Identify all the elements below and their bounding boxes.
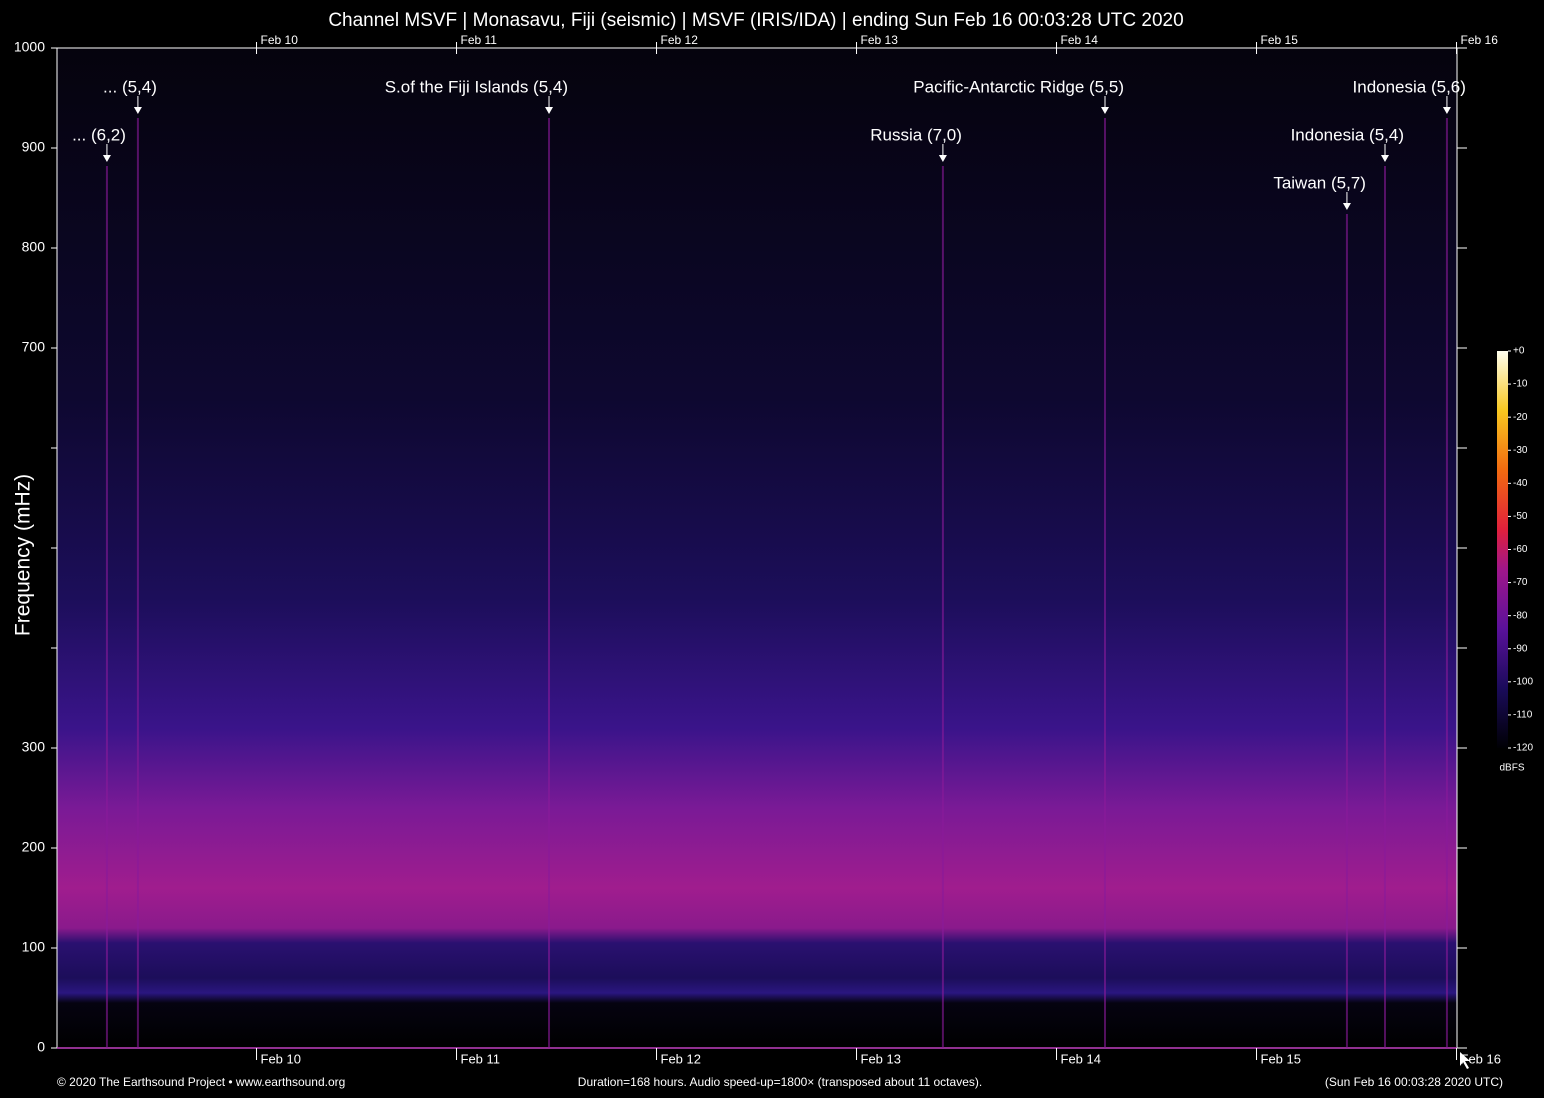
cursor	[1460, 1052, 1470, 1069]
x-tick-label: Feb 16	[1461, 1051, 1501, 1066]
y-tick-label: 900	[22, 139, 46, 155]
colorbar-label: dBFS	[1499, 763, 1524, 774]
colorbar-tick-label: -90	[1513, 643, 1528, 654]
annotation-arrowhead	[1100, 107, 1109, 114]
colorbar-tick-label: -70	[1513, 577, 1528, 588]
colorbar-tick-label: -40	[1513, 478, 1528, 489]
annotation-arrowhead	[1342, 203, 1351, 210]
colorbar-tick-label: -10	[1513, 379, 1528, 390]
y-tick-label: 800	[22, 239, 46, 255]
annotation-label: Pacific-Antarctic Ridge (5,5)	[913, 77, 1124, 96]
x-tick-label-top: Feb 11	[461, 33, 498, 47]
x-tick-label-top: Feb 16	[1461, 33, 1499, 47]
annotation-label: Indonesia (5,6)	[1353, 77, 1466, 96]
colorbar-tick-label: -60	[1513, 544, 1528, 555]
annotation-label: Russia (7,0)	[870, 125, 962, 144]
x-tick-label: Feb 13	[861, 1051, 901, 1066]
annotation-label: ... (6,2)	[72, 125, 126, 144]
x-tick-label: Feb 12	[661, 1051, 701, 1066]
x-tick-label: Feb 11	[461, 1051, 501, 1066]
annotation-label: S.of the Fiji Islands (5,4)	[385, 77, 568, 96]
credits-left: © 2020 The Earthsound Project • www.eart…	[57, 1075, 345, 1089]
y-tick-label: 300	[22, 739, 46, 755]
annotation-arrowhead	[1380, 155, 1389, 162]
y-axis-label: Frequency (mHz)	[12, 474, 35, 636]
annotation-label: ... (5,4)	[103, 77, 157, 96]
y-tick-label: 0	[37, 1039, 45, 1055]
colorbar-tick-label: -80	[1513, 610, 1528, 621]
annotation-label: Indonesia (5,4)	[1291, 125, 1404, 144]
colorbar-tick-label: -110	[1513, 710, 1533, 721]
colorbar-tick-label: -100	[1513, 676, 1533, 687]
x-tick-label-top: Feb 15	[1261, 33, 1299, 47]
annotation-arrowhead	[938, 155, 947, 162]
x-tick-label-top: Feb 12	[661, 33, 699, 47]
colorbar-tick-label: -30	[1513, 445, 1528, 456]
colorbar-tick-label: -20	[1513, 412, 1528, 423]
colorbar-tick-label: +0	[1513, 346, 1525, 357]
chart-title: Channel MSVF | Monasavu, Fiji (seismic) …	[328, 10, 1183, 31]
annotation-arrowhead	[1442, 107, 1451, 114]
y-tick-label: 700	[22, 339, 46, 355]
annotation-arrowhead	[133, 107, 142, 114]
x-tick-label: Feb 15	[1261, 1051, 1301, 1066]
y-tick-label: 1000	[14, 39, 45, 55]
x-tick-label-top: Feb 13	[861, 33, 899, 47]
credits-center: Duration=168 hours. Audio speed-up=1800×…	[578, 1075, 982, 1089]
annotation-arrowhead	[102, 155, 111, 162]
y-tick-label: 200	[22, 839, 46, 855]
colorbar-tick-label: -120	[1513, 743, 1533, 754]
colorbar	[1497, 351, 1508, 748]
credits-right: (Sun Feb 16 00:03:28 2020 UTC)	[1325, 1075, 1503, 1089]
x-tick-label: Feb 10	[261, 1051, 301, 1066]
spectrogram	[57, 48, 1457, 1048]
x-tick-label-top: Feb 14	[1061, 33, 1099, 47]
annotation-label: Taiwan (5,7)	[1273, 173, 1366, 192]
x-tick-label: Feb 14	[1061, 1051, 1101, 1066]
x-tick-label-top: Feb 10	[261, 33, 299, 47]
colorbar-tick-label: -50	[1513, 511, 1528, 522]
annotation-arrowhead	[545, 107, 554, 114]
y-tick-label: 100	[22, 939, 46, 955]
